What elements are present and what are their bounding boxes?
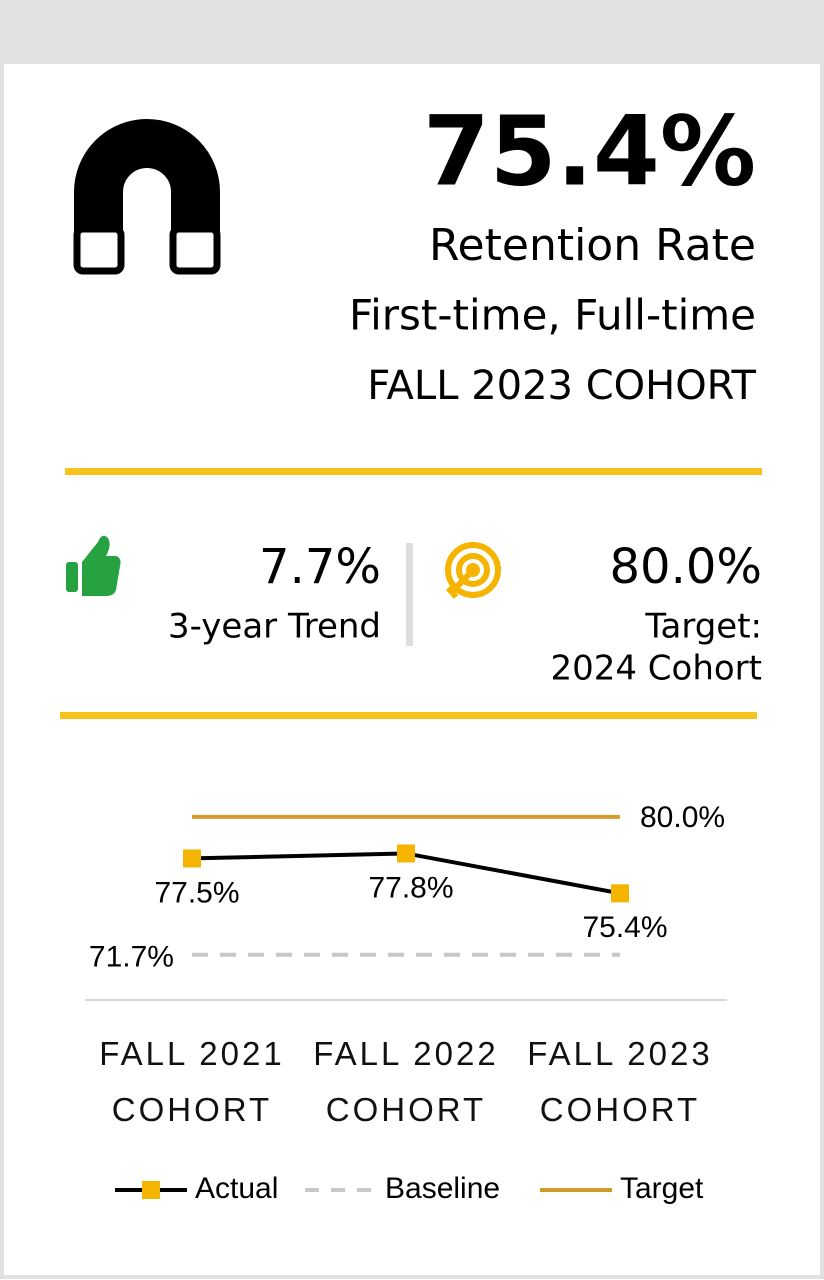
- trend-label: 3-year Trend: [168, 607, 381, 647]
- divider: [60, 712, 757, 719]
- top-bar: [0, 0, 824, 62]
- data-label: 75.4%: [582, 911, 667, 944]
- card-border: [0, 60, 824, 1279]
- marker: [397, 844, 415, 863]
- x-tick-label: FALL 2023 COHORT: [527, 1035, 713, 1128]
- legend-label: Baseline: [385, 1172, 500, 1205]
- kpi-cohort: FALL 2023 COHORT: [367, 363, 756, 409]
- kpi-subtitle: First-time, Full-time: [349, 291, 756, 340]
- data-label: 77.8%: [368, 871, 453, 904]
- thumbs-up-icon: [66, 535, 121, 596]
- kpi-title: Retention Rate: [429, 220, 756, 271]
- marker: [611, 884, 629, 903]
- kpi-value: 75.4%: [423, 95, 756, 207]
- legend-label: Target: [620, 1172, 704, 1205]
- data-label: 77.5%: [154, 876, 239, 909]
- trend-value: 7.7%: [259, 539, 381, 595]
- data-label: 80.0%: [640, 801, 725, 834]
- legend-marker: [142, 1181, 160, 1199]
- target-label: Target:: [644, 607, 762, 647]
- target-value: 80.0%: [610, 539, 762, 595]
- x-tick-label: FALL 2021 COHORT: [99, 1035, 285, 1128]
- magnet-icon: [73, 119, 221, 275]
- stat-divider: [406, 543, 413, 646]
- target-icon: [445, 542, 501, 599]
- legend-label: Actual: [195, 1172, 278, 1205]
- marker: [183, 849, 201, 868]
- x-tick-label: FALL 2022 COHORT: [313, 1035, 499, 1128]
- divider: [65, 468, 762, 475]
- data-label: 71.7%: [89, 941, 174, 974]
- target-label: 2024 Cohort: [550, 649, 762, 689]
